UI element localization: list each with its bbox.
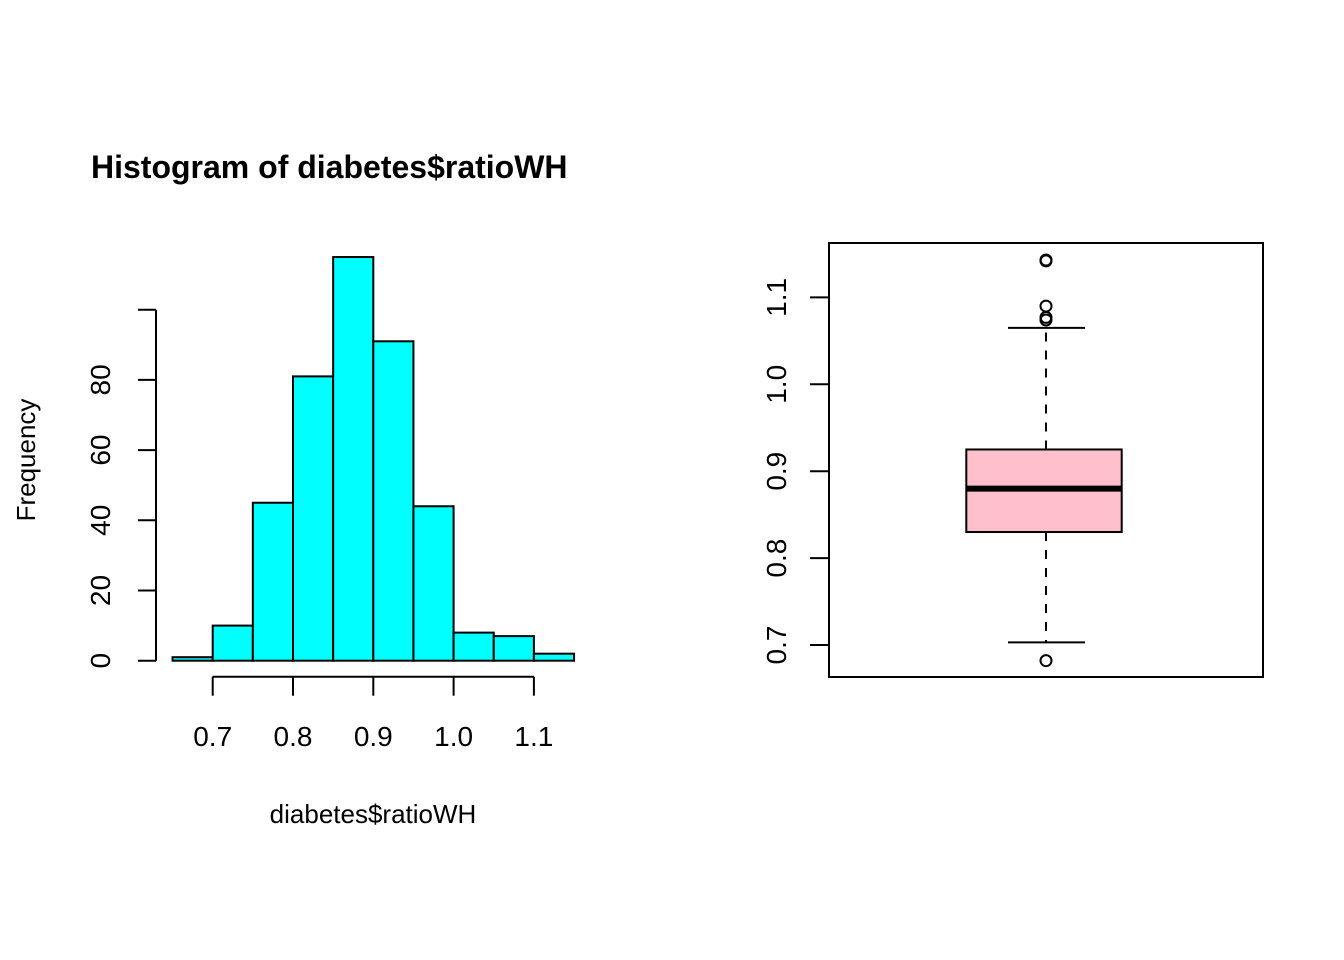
histogram-bar xyxy=(372,340,415,662)
y-tick-label: 0.9 xyxy=(761,452,792,491)
x-tick-label: 1.1 xyxy=(514,721,553,752)
histogram-bar xyxy=(171,656,214,662)
histogram-bars xyxy=(171,256,576,662)
outlier-point xyxy=(1039,654,1053,668)
histogram-bar xyxy=(492,635,535,662)
y-tick-label: 80 xyxy=(85,364,116,395)
y-tick-label: 60 xyxy=(85,435,116,466)
y-tick-label: 20 xyxy=(85,575,116,606)
outlier-point xyxy=(1039,313,1053,327)
y-tick-label: 0 xyxy=(85,653,116,669)
x-tick-label: 1.0 xyxy=(434,721,473,752)
histogram-bar xyxy=(251,501,295,662)
histogram-bar xyxy=(412,505,455,662)
histogram-bar xyxy=(332,256,375,662)
x-tick-label: 0.8 xyxy=(274,721,313,752)
histogram-bar xyxy=(452,631,495,662)
histogram-bar xyxy=(292,375,335,662)
y-tick-label: 1.0 xyxy=(761,365,792,404)
outlier-point xyxy=(1039,253,1053,267)
y-tick-label: 1.1 xyxy=(761,278,792,317)
histogram-y-axis-title: Frequency xyxy=(11,399,41,522)
y-tick-label: 0.8 xyxy=(761,539,792,578)
x-tick-label: 0.9 xyxy=(354,721,393,752)
histogram-x-axis: 0.7 0.8 0.9 1.0 1.1 xyxy=(193,675,553,752)
histogram-title: Histogram of diabetes$ratioWH xyxy=(91,149,568,185)
histogram-bar xyxy=(532,652,576,662)
y-tick-label: 0.7 xyxy=(761,626,792,665)
boxplot-marks xyxy=(965,253,1123,668)
x-tick-label: 0.7 xyxy=(193,721,232,752)
boxplot-y-axis: 0.7 0.8 0.9 1.0 1.1 xyxy=(761,278,830,665)
histogram-panel: Histogram of diabetes$ratioWH 020406080 … xyxy=(11,149,576,829)
histogram-bar xyxy=(211,624,254,662)
histogram-y-axis: 0 20 40 60 80 xyxy=(85,308,157,669)
boxplot-panel: 0.7 0.8 0.9 1.0 1.1 xyxy=(761,242,1264,678)
y-tick-label: 40 xyxy=(85,505,116,536)
histogram-x-axis-title: diabetes$ratioWH xyxy=(270,799,477,829)
